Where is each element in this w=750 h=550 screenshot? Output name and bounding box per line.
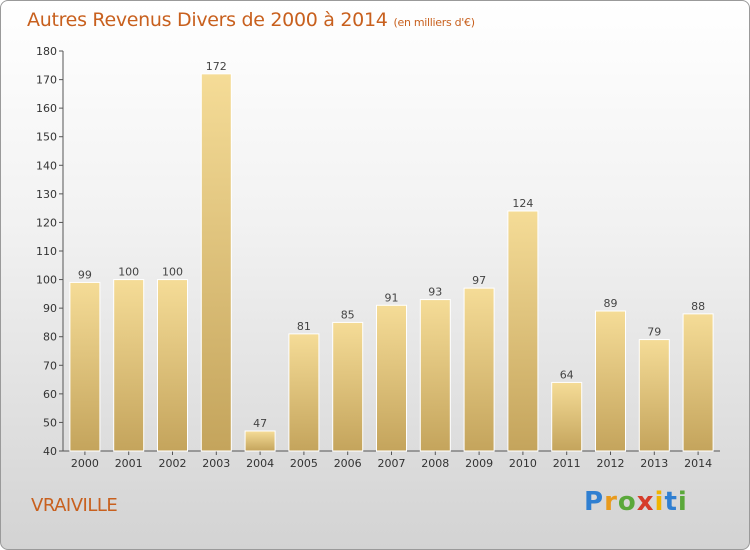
y-tick-label: 140 <box>36 159 57 172</box>
x-tick-label: 2012 <box>597 457 625 470</box>
chart-bars <box>69 73 714 452</box>
data-label: 64 <box>560 368 574 381</box>
x-tick-label: 2010 <box>509 457 537 470</box>
x-tick-label: 2014 <box>684 457 712 470</box>
data-label: 97 <box>472 274 486 287</box>
data-label: 79 <box>647 326 661 339</box>
data-label: 88 <box>691 300 705 313</box>
x-tick-label: 2011 <box>553 457 581 470</box>
x-tick-label: 2007 <box>378 457 406 470</box>
data-label: 91 <box>385 291 399 304</box>
chart-title-text: Autres Revenus Divers de 2000 à 2014 <box>27 9 388 31</box>
data-label: 100 <box>162 266 183 279</box>
y-tick-label: 120 <box>36 216 57 229</box>
x-tick-label: 2004 <box>246 457 274 470</box>
bar <box>682 313 714 452</box>
y-tick-label: 70 <box>43 359 57 372</box>
bar <box>376 304 407 452</box>
data-label: 124 <box>512 197 533 210</box>
bar <box>638 339 670 452</box>
x-tick-label: 2000 <box>71 457 99 470</box>
y-tick-label: 130 <box>36 188 57 201</box>
y-tick-label: 60 <box>43 388 57 401</box>
x-tick-label: 2013 <box>640 457 668 470</box>
chart-subtitle: (en milliers d'€) <box>393 16 475 29</box>
x-tick-label: 2008 <box>421 457 449 470</box>
bar <box>244 430 276 452</box>
bar <box>288 333 320 452</box>
data-label: 89 <box>604 297 618 310</box>
y-tick-label: 40 <box>43 445 57 458</box>
y-tick-label: 170 <box>36 74 57 87</box>
bar <box>463 287 495 452</box>
data-label: 100 <box>118 266 139 279</box>
bar <box>551 381 583 452</box>
data-label: 99 <box>78 268 92 281</box>
data-label: 85 <box>341 308 355 321</box>
x-tick-label: 2009 <box>465 457 493 470</box>
proxiti-logo: Proxiti <box>584 487 688 517</box>
chart-title: Autres Revenus Divers de 2000 à 2014 (en … <box>27 9 475 31</box>
y-tick-label: 160 <box>36 102 57 115</box>
bar <box>595 310 626 452</box>
x-tick-label: 2006 <box>334 457 362 470</box>
y-tick-label: 110 <box>36 245 57 258</box>
y-tick-label: 80 <box>43 331 57 344</box>
x-tick-label: 2003 <box>202 457 230 470</box>
bar <box>507 210 539 452</box>
bar <box>157 279 188 452</box>
bar <box>419 299 451 452</box>
x-tick-label: 2001 <box>115 457 143 470</box>
x-tick-label: 2005 <box>290 457 318 470</box>
y-tick-label: 90 <box>43 302 57 315</box>
data-label: 172 <box>206 60 227 73</box>
bar <box>69 281 101 452</box>
bar <box>113 279 145 452</box>
y-tick-label: 150 <box>36 131 57 144</box>
data-label: 47 <box>253 417 267 430</box>
data-label: 93 <box>428 286 442 299</box>
chart-labels: 2000 99 2001 100 2002 100 2003 172 2004 47 2005 81 2… <box>71 60 712 470</box>
data-label: 81 <box>297 320 311 333</box>
bar <box>332 321 364 452</box>
x-tick-label: 2002 <box>159 457 187 470</box>
y-tick-label: 100 <box>36 274 57 287</box>
town-name: VRAIVILLE <box>31 495 118 516</box>
y-tick-label: 180 <box>36 45 57 58</box>
bar <box>200 73 232 452</box>
y-tick-label: 50 <box>43 416 57 429</box>
